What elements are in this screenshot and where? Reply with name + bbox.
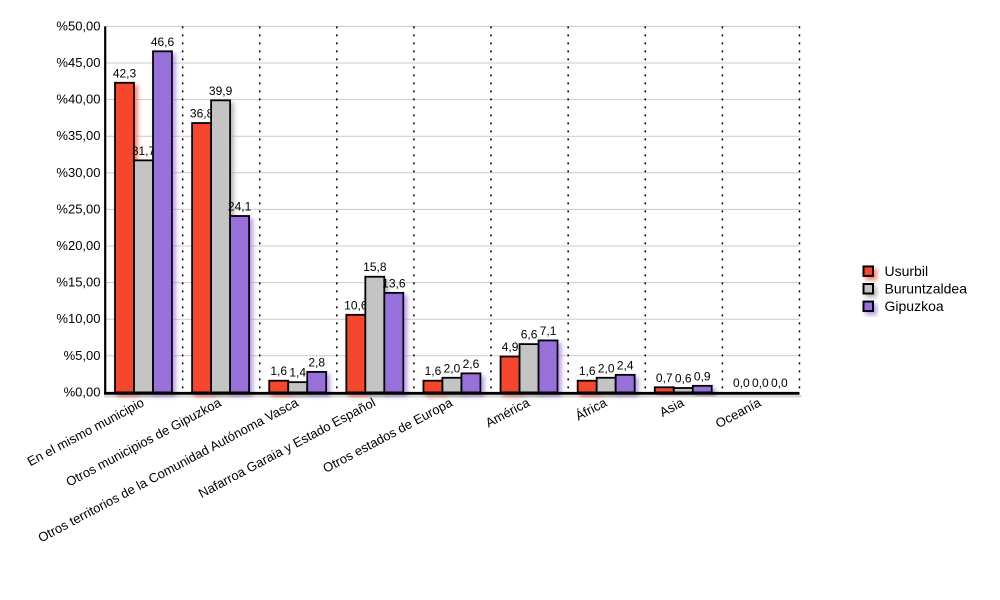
svg-text:1,6: 1,6 [579,364,596,378]
svg-text:2,0: 2,0 [598,361,615,375]
svg-text:%20,00: %20,00 [56,238,100,253]
svg-text:31,7: 31,7 [132,144,156,158]
svg-text:%25,00: %25,00 [56,201,100,216]
svg-text:Gipuzkoa: Gipuzkoa [885,298,944,314]
svg-text:0,0: 0,0 [771,376,788,390]
svg-text:36,8: 36,8 [190,107,214,121]
svg-text:%5,00: %5,00 [64,348,101,363]
svg-text:%30,00: %30,00 [56,165,100,180]
svg-text:2,6: 2,6 [463,357,480,371]
svg-text:%10,00: %10,00 [56,311,100,326]
svg-text:13,6: 13,6 [382,276,406,290]
svg-text:6,6: 6,6 [521,328,538,342]
svg-text:0,0: 0,0 [733,376,750,390]
svg-text:1,6: 1,6 [425,364,442,378]
svg-text:24,1: 24,1 [228,199,252,213]
svg-text:1,4: 1,4 [289,366,306,380]
svg-text:10,6: 10,6 [344,298,368,312]
svg-text:39,9: 39,9 [209,84,233,98]
svg-text:0,7: 0,7 [656,371,673,385]
svg-text:%45,00: %45,00 [56,55,100,70]
svg-text:%35,00: %35,00 [56,128,100,143]
svg-text:2,0: 2,0 [444,361,461,375]
svg-text:2,4: 2,4 [617,358,634,372]
svg-text:Usurbil: Usurbil [885,263,929,279]
svg-text:0,9: 0,9 [694,369,711,383]
svg-text:%15,00: %15,00 [56,275,100,290]
svg-text:15,8: 15,8 [363,260,387,274]
svg-text:Buruntzaldea: Buruntzaldea [885,281,968,297]
svg-text:%50,00: %50,00 [56,18,100,33]
svg-text:4,9: 4,9 [502,340,519,354]
svg-text:0,0: 0,0 [752,376,769,390]
svg-text:%40,00: %40,00 [56,92,100,107]
svg-text:7,1: 7,1 [540,324,557,338]
svg-text:0,6: 0,6 [675,372,692,386]
svg-text:46,6: 46,6 [151,35,175,49]
svg-text:1,6: 1,6 [270,364,287,378]
svg-text:42,3: 42,3 [113,66,137,80]
svg-text:%0,00: %0,00 [64,384,101,399]
svg-text:2,8: 2,8 [308,355,325,369]
